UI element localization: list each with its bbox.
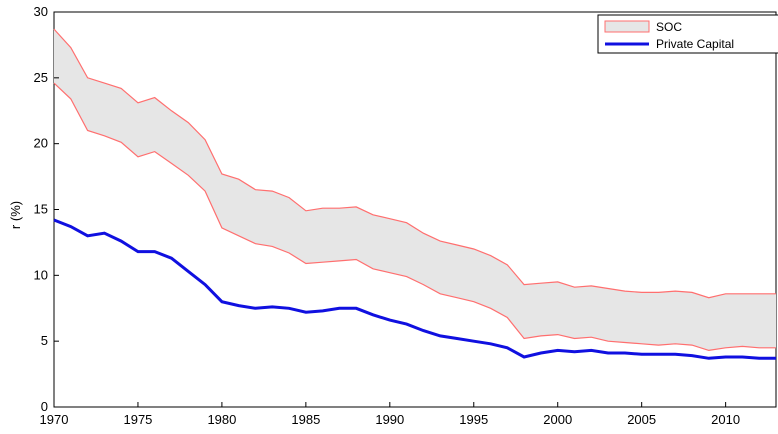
y-tick-label: 20	[34, 136, 48, 151]
x-tick-label: 2010	[711, 412, 740, 427]
x-tick-label: 1985	[291, 412, 320, 427]
x-tick-label: 2000	[543, 412, 572, 427]
legend-soc-swatch	[604, 20, 650, 33]
x-tick-label: 1995	[459, 412, 488, 427]
y-tick-label: 15	[34, 202, 48, 217]
y-tick-label: 0	[41, 399, 48, 414]
soc-lower-line	[53, 82, 776, 352]
x-axis-ticks: 1970 1975 1980 1985 1990 1995 2000 2005 2010	[40, 402, 740, 427]
y-tick-label: 5	[41, 333, 48, 348]
plot-frame	[53, 11, 777, 408]
y-tick-label: 30	[34, 4, 48, 19]
x-tick-label: 2005	[627, 412, 656, 427]
x-tick-label: 1975	[123, 412, 152, 427]
legend-soc-label: SOC	[656, 20, 682, 34]
soc-band-area	[54, 29, 776, 351]
x-tick-label: 1970	[40, 412, 69, 427]
legend: SOC Private Capital	[597, 14, 778, 54]
legend-private-capital-label: Private Capital	[656, 37, 734, 51]
soc-upper-line	[53, 28, 776, 299]
y-axis-ticks: 0 5 10 15 20 25 30	[34, 4, 59, 414]
x-tick-label: 1980	[207, 412, 236, 427]
private-capital-line	[53, 218, 776, 360]
y-tick-label: 10	[34, 267, 48, 282]
y-axis-label: r (%)	[8, 201, 23, 229]
y-tick-label: 25	[34, 70, 48, 85]
x-tick-label: 1990	[375, 412, 404, 427]
plot-area: 1970 1975 1980 1985 1990 1995 2000 2005 2010 051…	[34, 4, 777, 427]
